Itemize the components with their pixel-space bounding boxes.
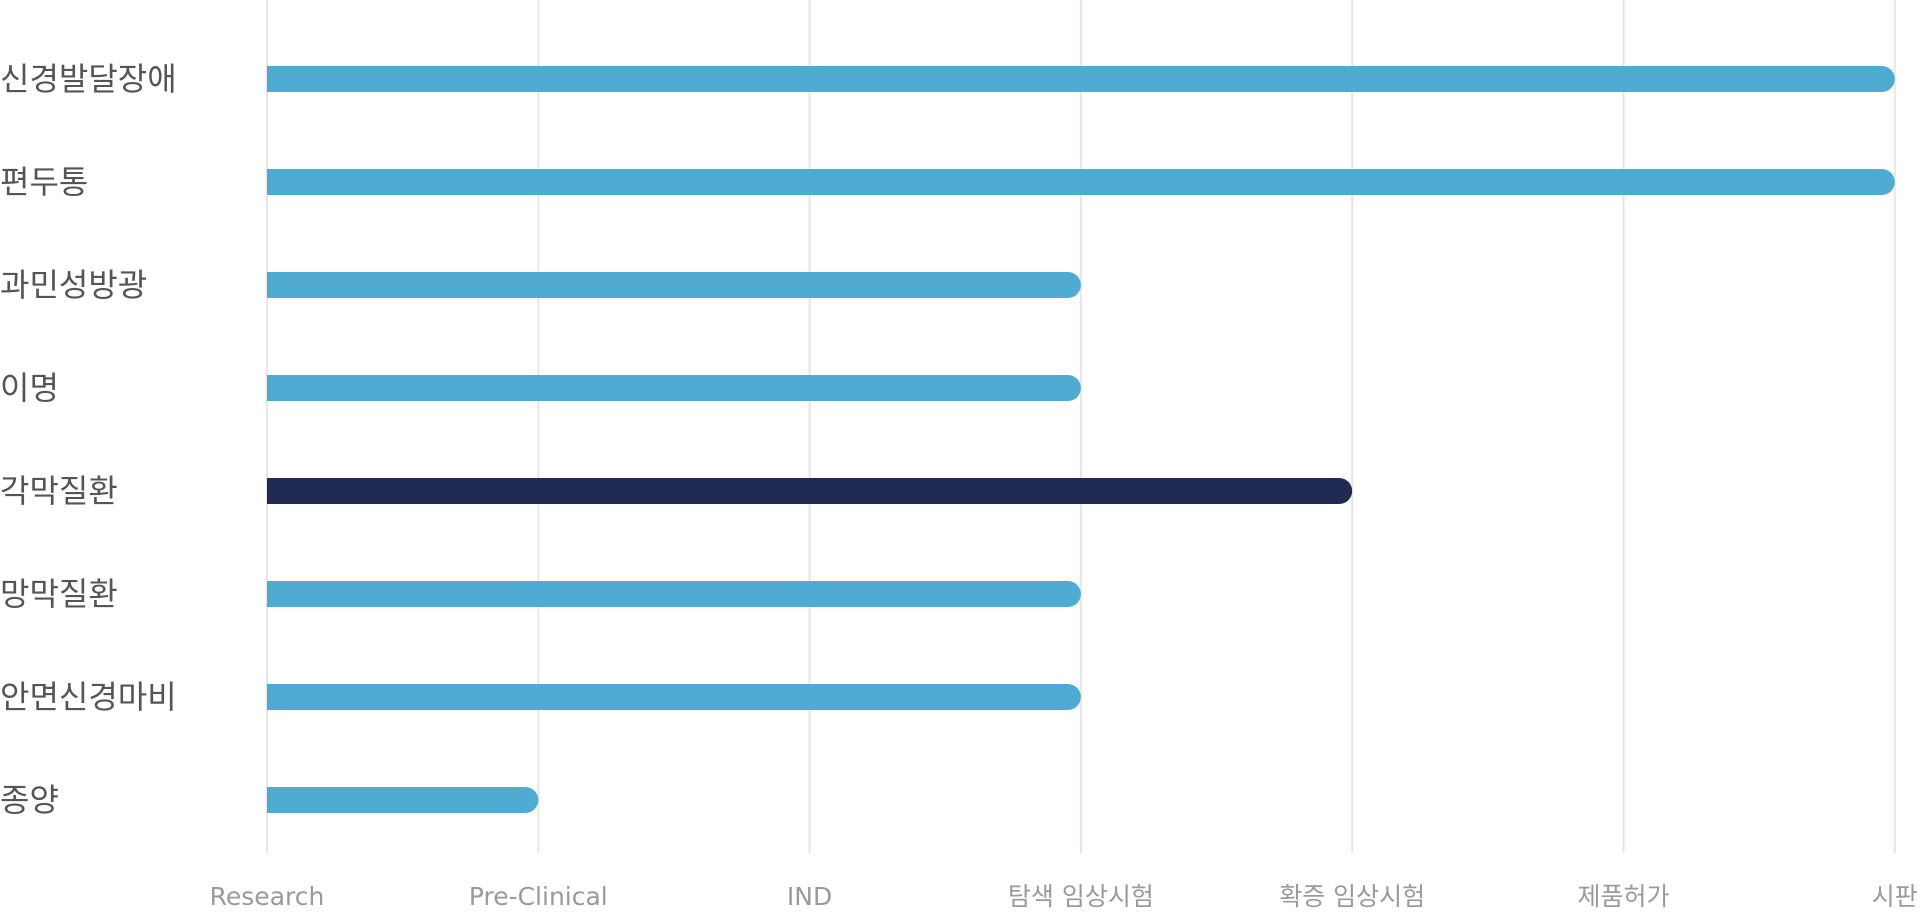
bars — [267, 66, 1895, 813]
category-label: 신경발달장애 — [0, 60, 177, 98]
x-tick-label: 탐색 임상시험 — [1008, 882, 1154, 911]
x-axis-tick-labels: Research Pre-Clinical IND 탐색 임상시험 확증 임상시험 제품허… — [210, 882, 1918, 911]
x-tick-label: Research — [210, 882, 325, 911]
x-tick-label: 확증 임상시험 — [1279, 882, 1425, 911]
x-tick-label: 제품허가 — [1577, 882, 1669, 911]
category-label: 망막질환 — [0, 575, 118, 613]
bar — [267, 478, 1353, 504]
bar — [267, 787, 539, 813]
category-label: 각막질환 — [0, 472, 118, 510]
category-label: 편두통 — [0, 163, 88, 201]
category-label: 종양 — [0, 781, 59, 819]
category-label: 과민성방광 — [0, 266, 147, 304]
bar — [267, 684, 1081, 710]
bar — [267, 272, 1081, 298]
grid-lines — [266, 0, 1896, 853]
bar — [267, 581, 1081, 608]
x-tick-label: 시판 — [1872, 882, 1918, 911]
bar — [267, 169, 1895, 195]
x-tick-label: IND — [787, 882, 832, 911]
category-label: 안면신경마비 — [0, 678, 177, 716]
category-label: 이명 — [0, 369, 59, 407]
x-tick-label: Pre-Clinical — [469, 882, 608, 911]
bar — [267, 375, 1081, 401]
bar — [267, 66, 1895, 92]
